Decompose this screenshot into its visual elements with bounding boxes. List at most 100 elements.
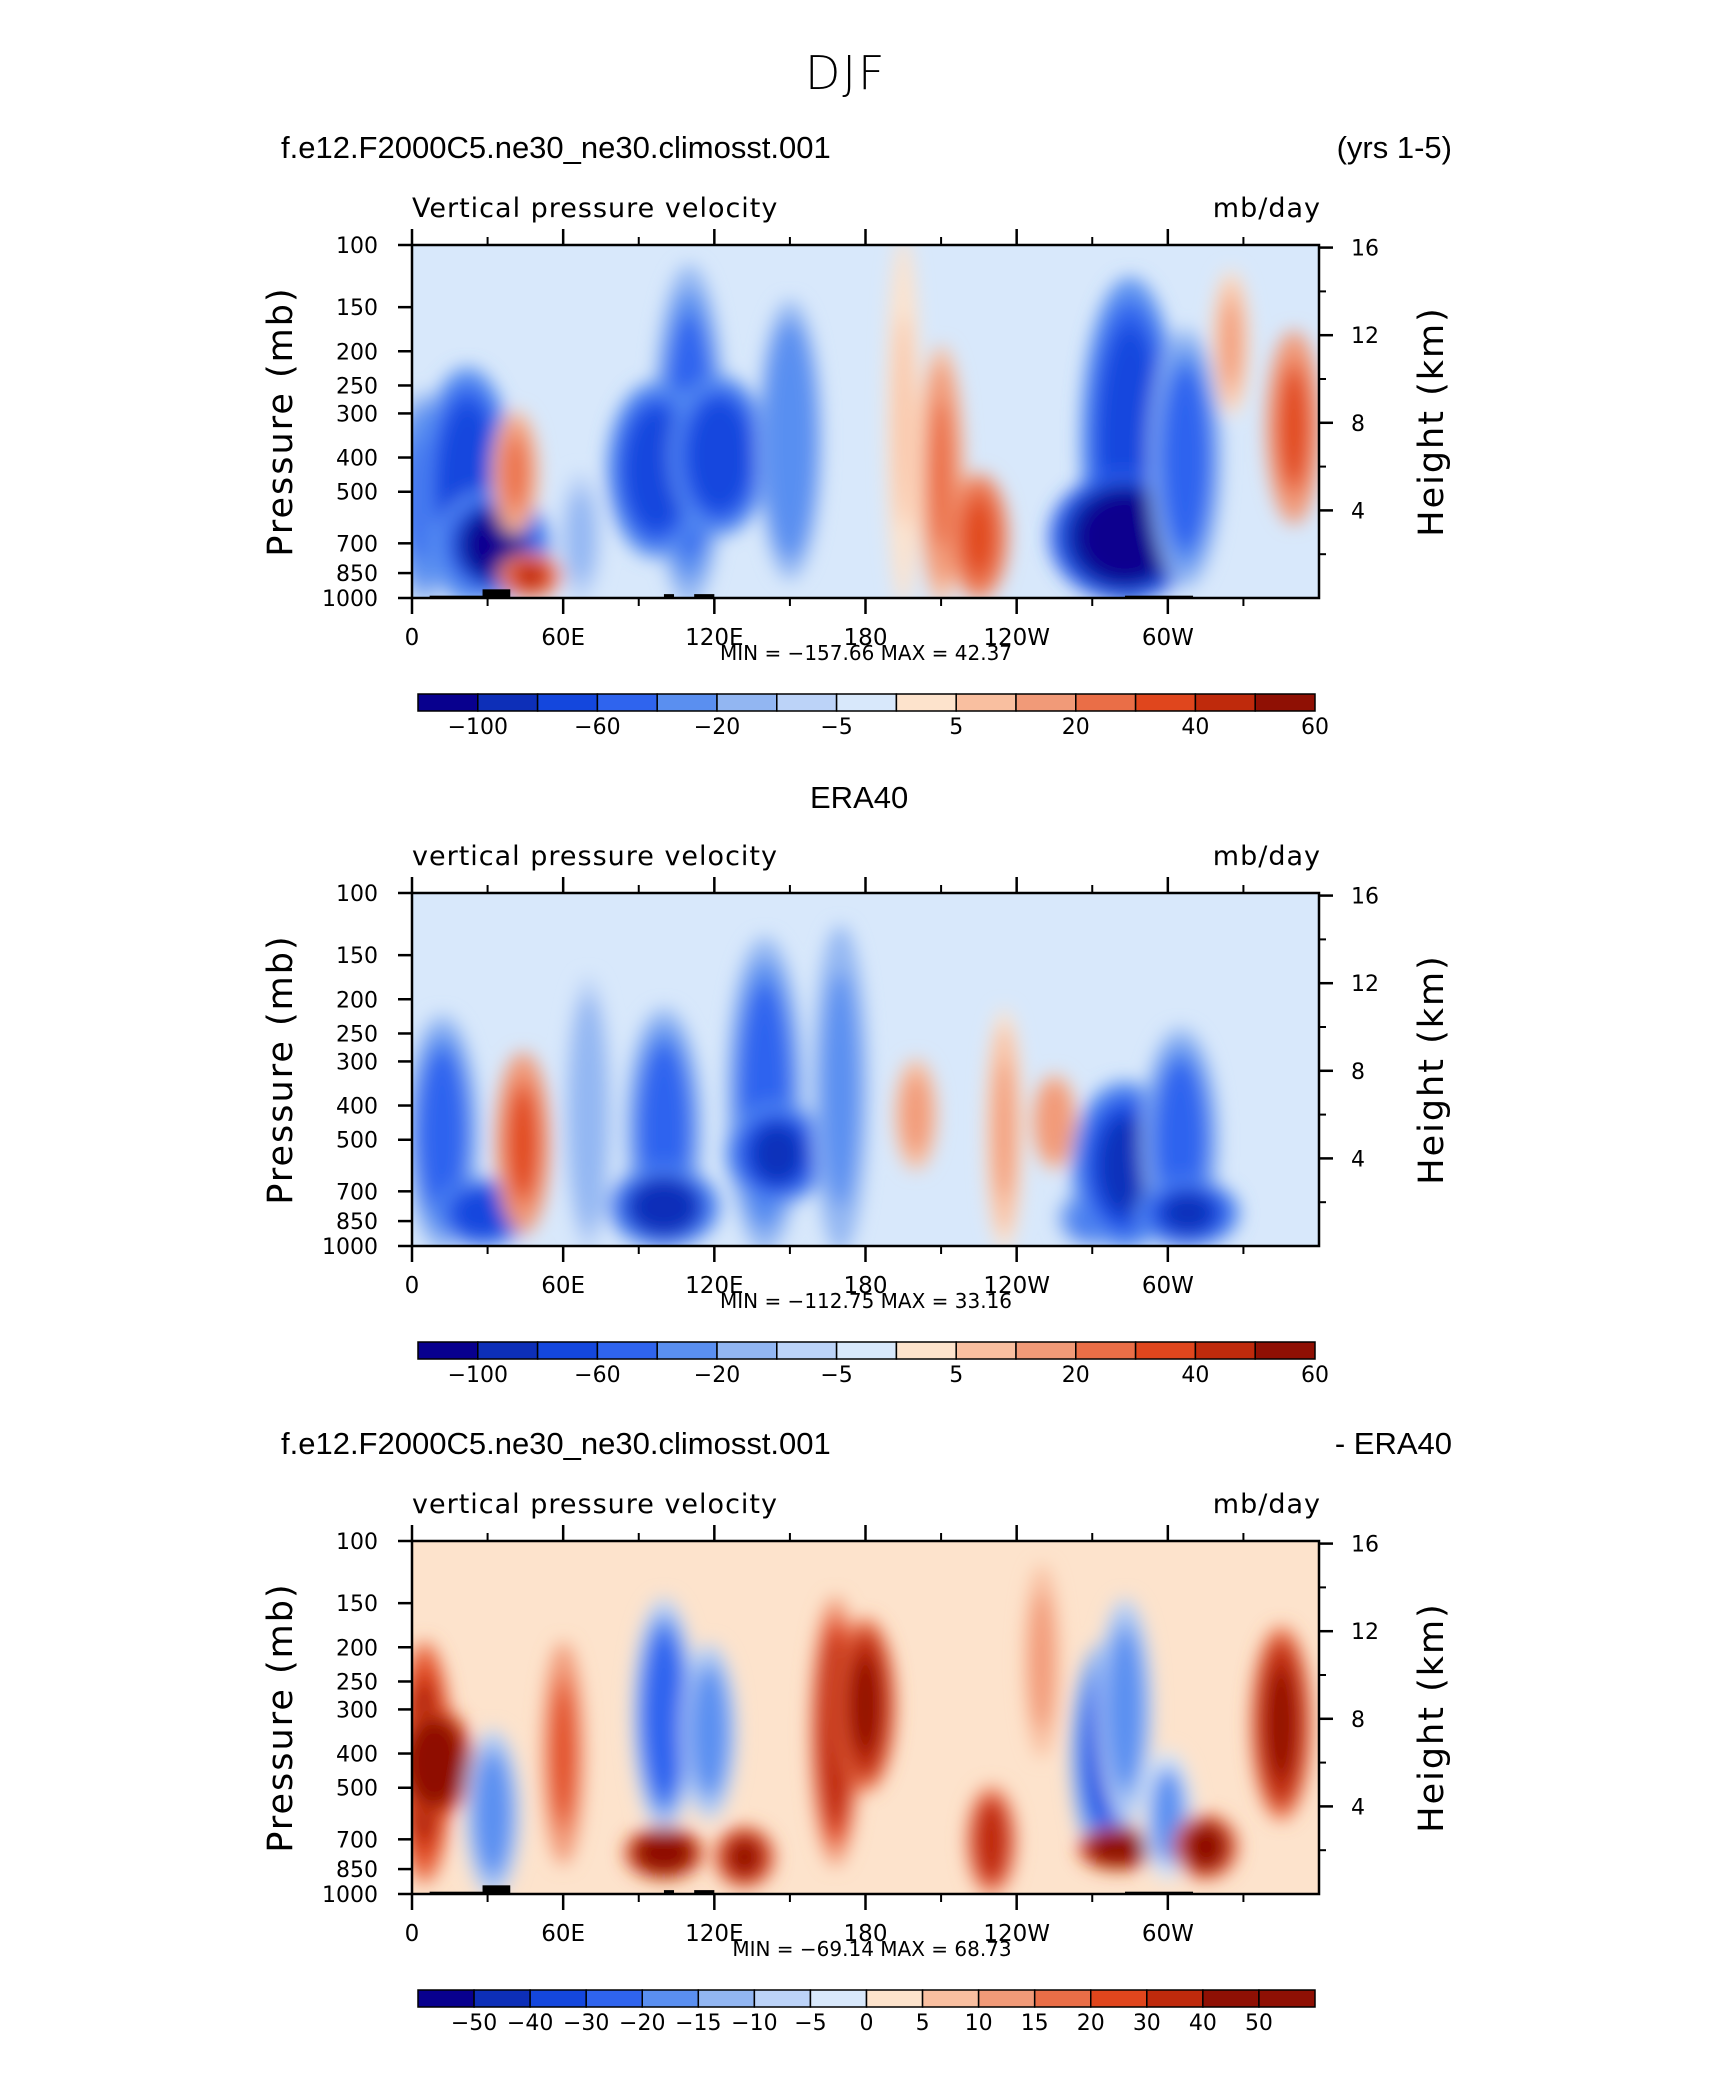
- contour-feature: [1155, 1778, 1181, 1853]
- contour-feature: [1163, 1193, 1213, 1233]
- y2-tick-label: 8: [1351, 1060, 1365, 1085]
- colorbar-label: −20: [694, 1363, 740, 1388]
- y-tick-label: 300: [336, 1050, 378, 1075]
- colorbar-label: 10: [965, 2011, 993, 2036]
- y-tick-label: 100: [336, 882, 378, 907]
- units-label: mb/day: [1213, 841, 1321, 872]
- y-tick-label: 200: [336, 340, 378, 365]
- x-tick-label: 120E: [685, 1273, 743, 1299]
- variable-label: vertical pressure velocity: [412, 841, 778, 872]
- y2-axis-title: Height (km): [1412, 1602, 1452, 1833]
- y-tick-label: 300: [336, 402, 378, 427]
- contour-feature: [1280, 372, 1308, 483]
- x-tick-label: 60E: [541, 1921, 585, 1947]
- contour-feature: [552, 1689, 574, 1818]
- colorbar-box: [895, 1341, 957, 1360]
- colorbar-box: [417, 1341, 479, 1360]
- colorbar-label: 30: [1133, 2011, 1161, 2036]
- colorbar-label: −20: [694, 715, 740, 740]
- contour-feature: [424, 1065, 460, 1201]
- contour-feature: [1190, 1828, 1221, 1866]
- contour-feature: [570, 500, 591, 574]
- units-label: mb/day: [1213, 193, 1321, 224]
- y2-tick-label: 16: [1351, 237, 1379, 262]
- colorbar-box: [921, 1989, 980, 2008]
- topography-mask: [482, 1885, 511, 1894]
- colorbar-label: −60: [574, 715, 620, 740]
- colorbar-box: [955, 1341, 1017, 1360]
- contour-feature: [905, 1082, 927, 1147]
- y-tick-label: 850: [336, 1858, 378, 1883]
- colorbar-box: [1258, 1989, 1316, 2008]
- contour-feature: [827, 995, 854, 1184]
- y-tick-label: 400: [336, 1095, 378, 1120]
- contour-feature: [509, 1090, 537, 1196]
- x-tick-label: 120W: [983, 1921, 1050, 1947]
- minmax-label: MIN = −112.75 MAX = 33.16: [720, 1289, 1012, 1313]
- colorbar-label: −60: [574, 1363, 620, 1388]
- y-tick-label: 250: [336, 1022, 378, 1047]
- panel3-left-title: f.e12.F2000C5.ne30_ne30.climosst.001: [281, 1426, 831, 1461]
- colorbar-label: 20: [1062, 715, 1090, 740]
- colorbar-box: [809, 1989, 868, 2008]
- y-tick-label: 1000: [322, 1883, 378, 1908]
- colorbar-box: [895, 693, 957, 712]
- contour-feature: [730, 1839, 759, 1875]
- colorbar-box: [1146, 1989, 1204, 2008]
- colorbar-box: [1254, 1341, 1316, 1360]
- y2-tick-label: 4: [1351, 1147, 1365, 1172]
- colorbar-label: −5: [794, 2011, 826, 2036]
- y-tick-label: 200: [336, 988, 378, 1013]
- colorbar-box: [753, 1989, 812, 2008]
- y-axis-title: Pressure (mb): [261, 934, 301, 1204]
- y2-tick-label: 8: [1351, 412, 1365, 437]
- colorbar-label: −100: [448, 1363, 508, 1388]
- x-tick-label: 180: [844, 1921, 888, 1947]
- y2-axis-title: Height (km): [1412, 306, 1452, 537]
- topography-mask: [694, 1890, 715, 1894]
- colorbar-label: 40: [1189, 2011, 1217, 2036]
- x-tick-label: 120W: [983, 625, 1050, 651]
- y-tick-label: 250: [336, 1670, 378, 1695]
- colorbar-box: [955, 693, 1017, 712]
- contour-feature: [979, 1808, 1004, 1873]
- colorbar-label: 50: [1245, 2011, 1273, 2036]
- colorbar-box: [1090, 1989, 1148, 2008]
- y-tick-label: 850: [336, 1210, 378, 1235]
- contour-feature: [632, 419, 680, 521]
- topography-mask: [482, 589, 511, 598]
- minmax-label: MIN = −69.14 MAX = 68.73: [732, 1937, 1011, 1961]
- colorbar-box: [596, 693, 658, 712]
- panel1-right-title: (yrs 1-5): [1336, 130, 1452, 165]
- y2-tick-label: 4: [1351, 499, 1365, 524]
- colorbar-box: [536, 1341, 599, 1360]
- colorbar-box: [697, 1989, 756, 2008]
- colorbar-label: −50: [451, 2011, 497, 2036]
- colorbar-box: [1134, 693, 1197, 712]
- y-tick-label: 250: [336, 374, 378, 399]
- panel3-right-title: - ERA40: [1334, 1426, 1452, 1461]
- colorbar-box: [417, 693, 479, 712]
- y-tick-label: 700: [336, 1828, 378, 1853]
- y2-tick-label: 16: [1351, 885, 1379, 910]
- contour-feature: [1099, 1117, 1151, 1214]
- topography-mask: [663, 1890, 675, 1894]
- contour-blobs: [412, 925, 1241, 1246]
- colorbar-box: [716, 693, 778, 712]
- colorbar-box: [477, 1341, 539, 1360]
- colorbar-label: 60: [1301, 1363, 1329, 1388]
- y-tick-label: 850: [336, 562, 378, 587]
- contour-feature: [774, 360, 806, 520]
- colorbar-box: [776, 693, 838, 712]
- y-tick-label: 100: [336, 1530, 378, 1555]
- x-tick-label: 0: [405, 625, 420, 651]
- colorbar-box: [656, 693, 718, 712]
- y2-tick-label: 4: [1351, 1795, 1365, 1820]
- contour-feature: [752, 1124, 802, 1183]
- contour-field: [412, 1541, 1319, 1894]
- x-tick-label: 120W: [983, 1273, 1050, 1299]
- contour-feature: [1168, 384, 1203, 533]
- y2-tick-label: 12: [1351, 1620, 1379, 1645]
- y-tick-label: 700: [336, 1180, 378, 1205]
- x-tick-label: 180: [844, 1273, 888, 1299]
